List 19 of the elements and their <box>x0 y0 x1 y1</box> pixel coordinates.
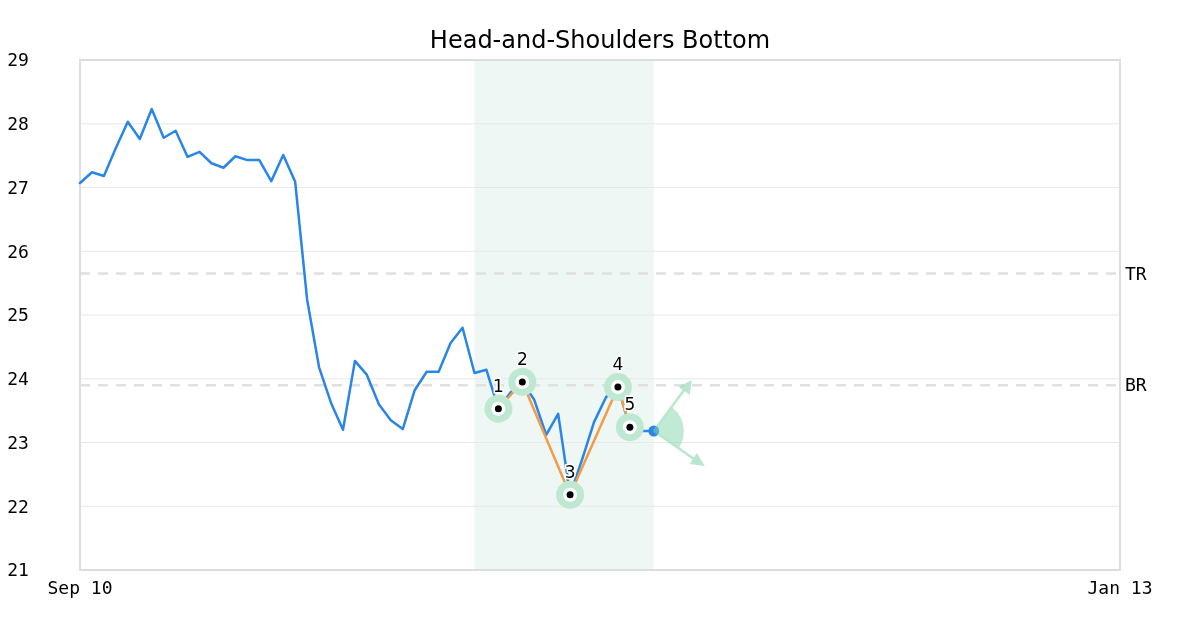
y-tick-label: 27 <box>7 176 29 198</box>
y-tick-label: 28 <box>7 113 29 135</box>
x-tick-label: Sep 10 <box>47 577 113 598</box>
annotation: 4 <box>612 354 624 375</box>
ref-line-label: BR <box>1125 374 1147 396</box>
y-tick-label: 26 <box>7 240 29 262</box>
y-tick-label: 24 <box>7 368 29 390</box>
y-tick-label: 23 <box>7 431 29 453</box>
y-tick-label: 22 <box>7 495 29 517</box>
annotation: 1 <box>492 375 504 396</box>
annotation: 2 <box>516 348 528 369</box>
y-tick-label: 25 <box>7 304 29 326</box>
y-tick-label: 21 <box>7 559 29 581</box>
point <box>648 425 660 437</box>
ref-line-label: TR <box>1125 262 1147 284</box>
x-tick-label: Jan 13 <box>1087 577 1153 598</box>
chart-title: Head-and-Shoulders Bottom <box>429 26 771 54</box>
y-tick-label: 29 <box>7 49 29 71</box>
annotation: 5 <box>624 394 636 415</box>
